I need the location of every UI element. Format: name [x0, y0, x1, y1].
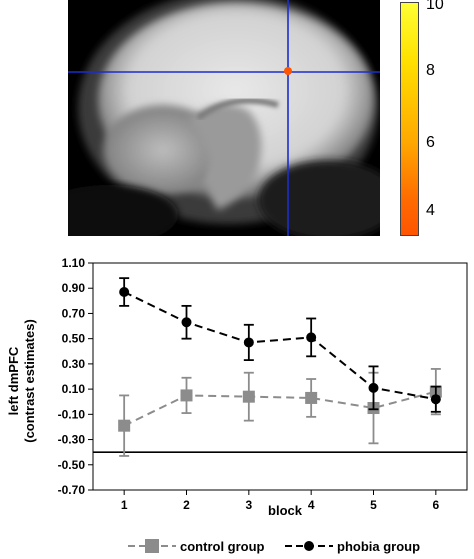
mri-image — [68, 0, 380, 236]
data-point — [181, 317, 192, 328]
y-tick-label: 0.90 — [62, 281, 86, 295]
corpus-callosum — [196, 97, 279, 121]
y-axis-label: left dmPFC — [6, 346, 21, 415]
colorbar-tick-label: 4 — [426, 202, 435, 219]
y-tick-label: 0.30 — [62, 357, 86, 371]
y-tick-label: 0.70 — [62, 306, 86, 320]
legend-item-control: control group — [128, 539, 265, 554]
activation-blob — [284, 67, 292, 75]
legend-marker-circle — [304, 541, 314, 551]
plot-frame — [92, 262, 468, 491]
data-point — [242, 390, 255, 403]
colorbar — [400, 2, 419, 236]
x-axis-label: block — [268, 503, 303, 518]
y-tick-label: 0.10 — [62, 382, 86, 396]
series-phobia-group — [119, 277, 441, 413]
line-chart: 1.10 0.90 0.70 0.50 0.30 0.10 -0.10 -0.30 -0.50 -… — [6, 256, 468, 518]
y-tick-label: 1.10 — [62, 256, 86, 270]
y-tick-label: -0.10 — [58, 407, 86, 421]
mri-sagittal-slice — [68, 0, 380, 236]
x-tick-label: 6 — [432, 498, 439, 512]
data-point — [368, 382, 379, 393]
brainstem — [188, 104, 262, 210]
chart-axes: 1.10 0.90 0.70 0.50 0.30 0.10 -0.10 -0.30 -0.50 -… — [58, 256, 468, 512]
series-line — [123, 390, 437, 427]
data-point — [119, 287, 130, 298]
series-line — [123, 291, 437, 401]
data-point — [180, 389, 193, 402]
legend-label-control: control group — [180, 539, 265, 554]
data-point — [243, 337, 254, 348]
x-tick-label: 2 — [183, 498, 190, 512]
series-control-group — [118, 368, 442, 457]
y-tick-label: 0.50 — [62, 332, 86, 346]
data-point — [305, 391, 318, 404]
x-tick-label: 5 — [370, 498, 377, 512]
data-point — [430, 394, 441, 405]
cerebellum — [103, 105, 223, 195]
data-point — [306, 332, 317, 343]
y-tick-label: -0.70 — [58, 483, 86, 497]
y-axis-label-sub: (contrast estimates) — [22, 319, 37, 443]
x-tick-label: 1 — [121, 498, 128, 512]
y-tick-label: -0.30 — [58, 433, 86, 447]
legend-item-phobia: phobia group — [285, 539, 420, 554]
colorbar-tick-label: 6 — [426, 134, 435, 151]
colorbar-tick-label: 10 — [426, 0, 444, 13]
chart-series — [118, 277, 442, 457]
y-tick-label: -0.50 — [58, 458, 86, 472]
x-tick-label: 4 — [308, 498, 315, 512]
legend-label-phobia: phobia group — [337, 539, 420, 554]
neck-region — [68, 185, 178, 236]
data-point — [118, 419, 131, 432]
colorbar-tick-label: 8 — [426, 62, 435, 79]
x-tick-label: 3 — [245, 498, 252, 512]
legend-marker-square — [145, 539, 159, 553]
legend: control group phobia group — [128, 539, 420, 554]
